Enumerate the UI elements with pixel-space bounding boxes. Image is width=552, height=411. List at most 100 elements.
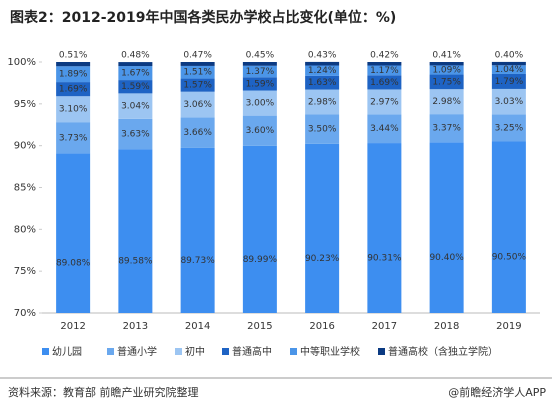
legend-label: 普通小学 bbox=[117, 345, 157, 358]
data-label: 0.40% bbox=[495, 50, 524, 60]
bar-segment bbox=[242, 115, 277, 146]
data-label: 1.24% bbox=[308, 66, 337, 76]
data-label: 2.98% bbox=[308, 97, 337, 107]
data-label: 0.51% bbox=[59, 51, 88, 61]
bar-segment bbox=[118, 80, 153, 94]
bar-segment bbox=[491, 65, 526, 74]
y-tick-label: 95% bbox=[14, 99, 36, 110]
bar-segment bbox=[118, 93, 153, 119]
chart-title: 图表2：2012-2019年中国各类民办学校占比变化(单位：%) bbox=[10, 9, 396, 26]
bar-segment bbox=[429, 65, 464, 75]
data-label: 3.03% bbox=[495, 97, 524, 107]
data-label: 1.89% bbox=[59, 70, 88, 80]
bar-segment bbox=[118, 66, 153, 81]
bar-segment bbox=[56, 82, 91, 97]
data-label: 3.25% bbox=[495, 123, 524, 133]
bar-segment bbox=[180, 91, 215, 118]
data-label: 3.37% bbox=[432, 124, 461, 134]
legend-swatch bbox=[222, 348, 229, 355]
data-label: 1.04% bbox=[495, 65, 524, 75]
bar-segment bbox=[367, 65, 402, 76]
bar-segment bbox=[491, 141, 526, 313]
data-label: 1.51% bbox=[183, 68, 212, 78]
legend-label: 初中 bbox=[185, 345, 205, 358]
bar-segment bbox=[429, 89, 464, 115]
bar-segment bbox=[305, 89, 340, 115]
y-tick-label: 90% bbox=[14, 141, 36, 152]
legend-label: 普通高校（含独立学院） bbox=[388, 345, 498, 358]
data-label: 1.57% bbox=[183, 81, 212, 91]
data-label: 90.23% bbox=[305, 254, 340, 264]
data-label: 90.40% bbox=[429, 253, 464, 263]
data-label: 0.48% bbox=[121, 51, 150, 61]
data-label: 0.45% bbox=[246, 51, 275, 61]
bar-segment bbox=[491, 114, 526, 142]
bar-segment bbox=[242, 65, 277, 78]
bar-segment bbox=[367, 114, 402, 144]
bar-segment bbox=[180, 62, 215, 66]
data-label: 1.75% bbox=[432, 77, 461, 87]
bar-segment bbox=[429, 74, 464, 90]
data-label: 1.17% bbox=[370, 66, 399, 76]
bar-segment bbox=[491, 88, 526, 115]
bar-segment bbox=[242, 62, 277, 66]
bar-segment bbox=[56, 62, 91, 67]
bar-segment bbox=[305, 75, 340, 90]
data-label: 89.99% bbox=[243, 255, 278, 265]
legend-label: 中等职业学校 bbox=[300, 345, 360, 358]
source: 资料来源：教育部 前瞻产业研究院整理 bbox=[8, 385, 199, 399]
y-tick-label: 100% bbox=[7, 57, 36, 68]
bar-segment bbox=[305, 65, 340, 76]
data-label: 1.69% bbox=[370, 78, 399, 88]
bar-segment bbox=[180, 78, 215, 92]
data-label: 1.59% bbox=[246, 79, 275, 89]
bar-segment bbox=[367, 62, 402, 66]
legend-swatch bbox=[107, 348, 114, 355]
data-label: 1.63% bbox=[308, 78, 337, 88]
data-label: 3.00% bbox=[246, 99, 275, 109]
data-label: 0.47% bbox=[183, 51, 212, 61]
bar-segment bbox=[56, 153, 91, 313]
bar-segment bbox=[180, 117, 215, 148]
data-label: 1.59% bbox=[121, 82, 150, 92]
data-label: 1.69% bbox=[59, 85, 88, 95]
bar-segment bbox=[242, 145, 277, 313]
legend-swatch bbox=[42, 348, 49, 355]
x-tick-label: 2018 bbox=[434, 321, 459, 332]
bar-segment bbox=[367, 89, 402, 115]
x-tick-label: 2013 bbox=[123, 321, 148, 332]
data-label: 2.97% bbox=[370, 97, 399, 107]
bar-segment bbox=[242, 77, 277, 91]
bar-segment bbox=[367, 143, 402, 313]
data-label: 3.66% bbox=[183, 128, 212, 138]
x-tick-label: 2017 bbox=[372, 321, 397, 332]
bar-segment bbox=[429, 114, 464, 143]
data-label: 89.73% bbox=[180, 256, 215, 266]
data-label: 0.43% bbox=[308, 50, 337, 60]
data-label: 3.04% bbox=[121, 102, 150, 112]
data-label: 3.63% bbox=[121, 129, 150, 139]
bar-segment bbox=[305, 143, 340, 313]
bar-segment bbox=[118, 149, 153, 313]
bar-segment bbox=[242, 90, 277, 116]
data-label: 90.50% bbox=[492, 253, 527, 263]
bar-segment bbox=[429, 62, 464, 66]
data-label: 3.50% bbox=[308, 125, 337, 135]
bar-segment bbox=[180, 147, 215, 313]
data-label: 89.58% bbox=[118, 257, 153, 267]
bar-segment bbox=[118, 118, 153, 150]
legend-swatch bbox=[290, 348, 297, 355]
x-tick-label: 2016 bbox=[309, 321, 334, 332]
bar-segment bbox=[305, 61, 340, 66]
bar-segment bbox=[305, 114, 340, 144]
y-tick-label: 80% bbox=[14, 224, 36, 235]
data-label: 1.67% bbox=[121, 69, 150, 79]
y-tick-label: 85% bbox=[14, 183, 36, 194]
x-tick-label: 2014 bbox=[185, 321, 210, 332]
data-label: 3.06% bbox=[183, 100, 212, 110]
legend-label: 普通高中 bbox=[232, 345, 272, 358]
bar-segment bbox=[491, 61, 526, 66]
bar-segment bbox=[118, 62, 153, 67]
x-tick-label: 2012 bbox=[60, 321, 85, 332]
